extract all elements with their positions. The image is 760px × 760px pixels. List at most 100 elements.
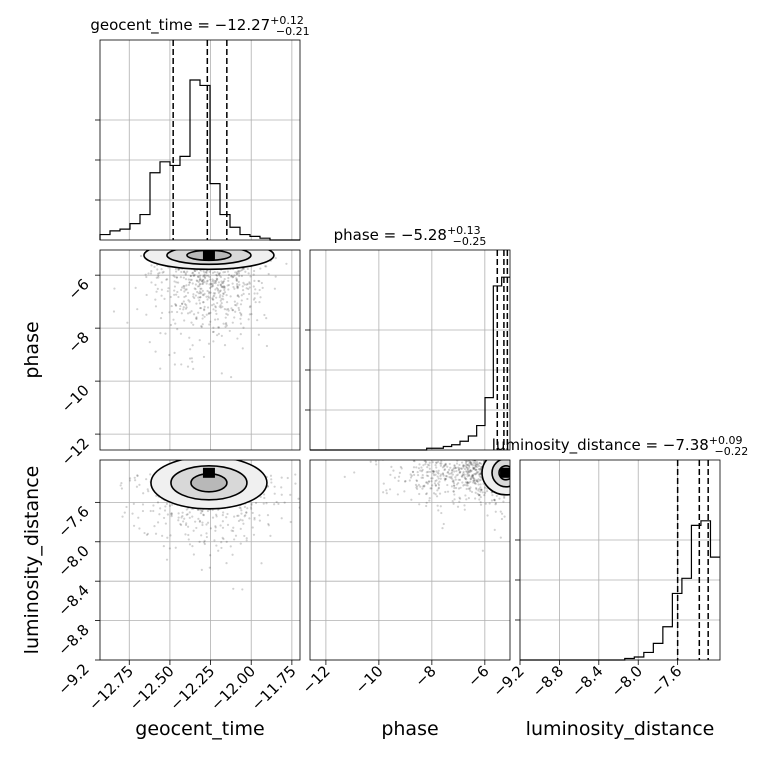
scatter-phase-vs-luminosity-distance-point (475, 479, 478, 483)
scatter-phase-vs-luminosity-distance-point (479, 483, 482, 486)
scatter-phase-vs-luminosity-distance-point (453, 464, 456, 467)
scatter-geocent-time-vs-phase-point (179, 332, 183, 335)
scatter-phase-vs-luminosity-distance-point (469, 469, 472, 472)
scatter-geocent-time-vs-phase-point (243, 283, 246, 286)
scatter-geocent-time-vs-phase-point (212, 326, 215, 329)
scatter-phase-vs-luminosity-distance-point (486, 514, 489, 517)
scatter-phase-vs-luminosity-distance-point (472, 467, 475, 470)
scatter-geocent-time-vs-luminosity-distance-point (263, 496, 266, 500)
scatter-phase-vs-luminosity-distance-point (428, 454, 430, 456)
scatter-phase-vs-luminosity-distance-point (458, 471, 462, 474)
scatter-phase-vs-luminosity-distance-point (458, 467, 461, 470)
scatter-phase-vs-luminosity-distance-point (473, 479, 476, 482)
scatter-geocent-time-vs-phase-point (216, 301, 219, 305)
scatter-geocent-time-vs-phase-point (213, 270, 216, 274)
scatter-phase-vs-luminosity-distance-point (493, 458, 495, 460)
scatter-geocent-time-vs-luminosity-distance-point (123, 511, 126, 514)
scatter-phase-vs-luminosity-distance-point (477, 483, 480, 486)
scatter-geocent-time-vs-luminosity-distance-point (205, 535, 208, 539)
scatter-geocent-time-vs-phase-point (199, 292, 202, 295)
scatter-phase-vs-luminosity-distance-point (474, 463, 478, 467)
x-tick-label-luminosity_distance: −8.0 (608, 662, 646, 700)
scatter-geocent-time-vs-phase-point (206, 306, 210, 309)
scatter-geocent-time-vs-phase-point (203, 315, 206, 318)
scatter-phase-vs-luminosity-distance-point (497, 456, 499, 458)
scatter-phase-vs-luminosity-distance-point (427, 480, 430, 483)
scatter-phase-vs-luminosity-distance-point (499, 510, 502, 513)
scatter-geocent-time-vs-phase-point (244, 270, 247, 273)
scatter-phase-vs-luminosity-distance-point (462, 463, 465, 467)
scatter-phase-vs-luminosity-distance-point (462, 474, 465, 477)
scatter-phase-vs-luminosity-distance-point (481, 452, 483, 454)
scatter-phase-vs-luminosity-distance-point (353, 471, 356, 474)
scatter-phase-vs-luminosity-distance-point (493, 528, 496, 532)
scatter-geocent-time-vs-phase-point (139, 254, 143, 258)
scatter-phase-vs-luminosity-distance-point (478, 454, 480, 456)
scatter-geocent-time-vs-phase-point (211, 278, 214, 281)
scatter-phase-vs-luminosity-distance-point (416, 471, 419, 474)
scatter-geocent-time-vs-phase-point (182, 306, 185, 309)
scatter-phase-vs-luminosity-distance-point (449, 472, 453, 475)
scatter-geocent-time-vs-luminosity-distance-point (170, 512, 173, 515)
scatter-geocent-time-vs-phase-point (202, 269, 205, 272)
scatter-phase-vs-luminosity-distance-point (478, 487, 481, 491)
scatter-geocent-time-vs-phase-point (188, 357, 192, 360)
scatter-geocent-time-vs-phase-point (185, 306, 188, 309)
scatter-phase-vs-luminosity-distance-point (437, 483, 441, 487)
scatter-geocent-time-vs-luminosity-distance-point (239, 507, 242, 510)
scatter-geocent-time-vs-luminosity-distance-point (192, 553, 195, 556)
scatter-geocent-time-vs-luminosity-distance-point (270, 481, 273, 484)
scatter-phase-vs-luminosity-distance-point (464, 454, 466, 456)
scatter-geocent-time-vs-phase-point (208, 286, 212, 290)
scatter-geocent-time-vs-phase-point (223, 278, 226, 281)
scatter-phase-vs-luminosity-distance-point (431, 484, 434, 487)
scatter-phase-vs-luminosity-distance-point (432, 470, 436, 473)
scatter-phase-vs-luminosity-distance-point (397, 479, 400, 482)
scatter-geocent-time-vs-luminosity-distance-point (234, 534, 238, 537)
scatter-geocent-time-vs-phase-point (174, 304, 178, 307)
scatter-geocent-time-vs-luminosity-distance-point (229, 545, 232, 548)
scatter-geocent-time-vs-phase-point (185, 284, 188, 287)
scatter-geocent-time-vs-phase-point (145, 275, 148, 279)
scatter-phase-vs-luminosity-distance-point (473, 455, 475, 457)
scatter-phase-vs-luminosity-distance-point (430, 487, 433, 490)
scatter-phase-vs-luminosity-distance-point (469, 489, 472, 492)
scatter-phase-vs-luminosity-distance-point (455, 483, 459, 486)
scatter-geocent-time-vs-phase-point (197, 275, 200, 278)
scatter-phase-vs-luminosity-distance-point (458, 478, 462, 481)
scatter-geocent-time-vs-phase-point (198, 274, 202, 277)
scatter-geocent-time-vs-phase-point (193, 296, 196, 300)
scatter-phase-vs-luminosity-distance-point (478, 475, 481, 478)
scatter-phase-vs-luminosity-distance-point (431, 477, 434, 480)
scatter-geocent-time-vs-luminosity-distance-point (222, 537, 225, 541)
scatter-phase-vs-luminosity-distance-point (409, 473, 412, 476)
scatter-phase-vs-luminosity-distance-point (463, 504, 466, 507)
scatter-phase-vs-luminosity-distance-point (374, 460, 378, 463)
scatter-geocent-time-vs-phase-point (207, 342, 211, 345)
scatter-phase-vs-luminosity-distance-point (472, 460, 475, 462)
scatter-geocent-time-vs-phase-point (160, 294, 163, 297)
scatter-geocent-time-vs-luminosity-distance-contours (150, 460, 268, 510)
scatter-geocent-time-vs-phase-point (231, 276, 234, 279)
scatter-phase-vs-luminosity-distance-point (424, 460, 427, 463)
scatter-geocent-time-vs-phase-point (212, 295, 215, 298)
scatter-phase-vs-luminosity-distance-point (494, 510, 497, 513)
scatter-geocent-time-vs-luminosity-distance-point (215, 544, 218, 547)
scatter-phase-vs-luminosity-distance-point (475, 478, 478, 482)
scatter-geocent-time-vs-phase-point (196, 279, 199, 283)
scatter-geocent-time-vs-phase-point (174, 322, 177, 325)
scatter-geocent-time-vs-luminosity-distance-point (239, 542, 242, 545)
scatter-geocent-time-vs-phase-point (259, 296, 262, 299)
scatter-geocent-time-vs-phase-point (187, 299, 190, 302)
scatter-phase-vs-luminosity-distance-point (451, 500, 454, 503)
scatter-phase-vs-luminosity-distance-point (447, 470, 450, 474)
scatter-phase-vs-luminosity-distance-point (369, 460, 372, 463)
scatter-phase-vs-luminosity-distance-point (480, 489, 483, 492)
scatter-geocent-time-vs-phase-point (207, 295, 210, 298)
scatter-geocent-time-vs-luminosity-distance-point (232, 529, 235, 533)
scatter-geocent-time-vs-phase-point (195, 279, 198, 282)
scatter-geocent-time-vs-luminosity-distance-point (201, 521, 204, 524)
scatter-geocent-time-vs-phase-point (215, 274, 219, 277)
scatter-geocent-time-vs-luminosity-distance-point (273, 503, 276, 506)
scatter-geocent-time-vs-luminosity-distance-point (221, 520, 224, 523)
